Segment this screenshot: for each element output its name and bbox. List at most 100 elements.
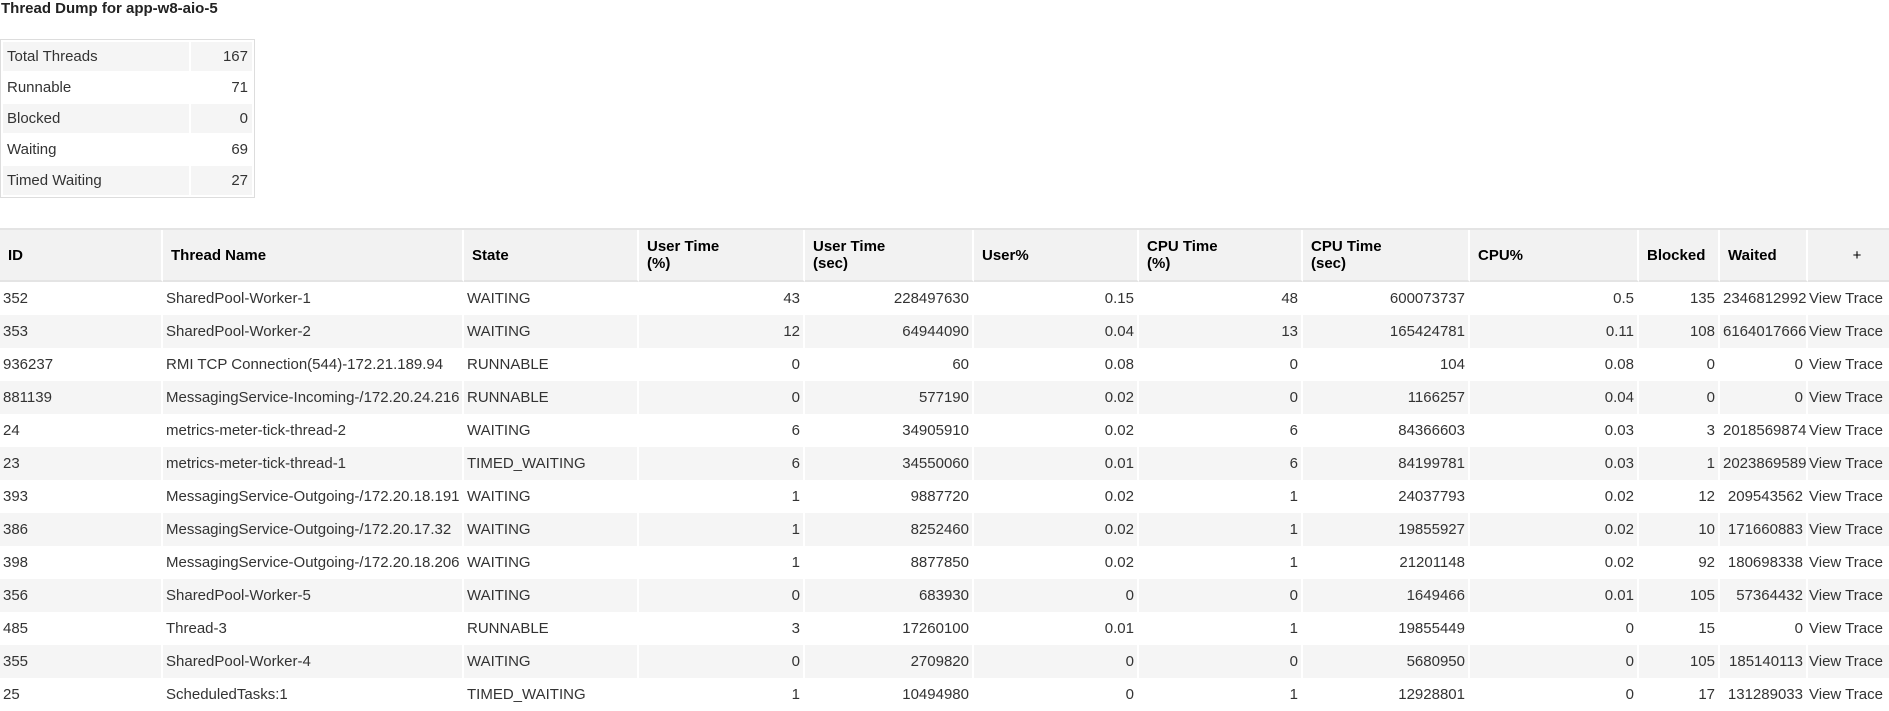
- view-trace-link[interactable]: View Trace: [1808, 381, 1889, 414]
- column-header-cpu-time-pct[interactable]: CPU Time (%): [1139, 230, 1303, 282]
- cell-waited: 57364432: [1720, 579, 1808, 612]
- summary-value: 27: [191, 166, 252, 195]
- view-trace-link[interactable]: View Trace: [1808, 612, 1889, 645]
- cell-thread-name: metrics-meter-tick-thread-2: [163, 414, 464, 447]
- cell-state: WAITING: [464, 315, 639, 348]
- cell-user-pct: 0.02: [974, 480, 1139, 513]
- cell-cpu-pct: 0.5: [1470, 282, 1639, 315]
- cell-cpu-time-pct: 0: [1139, 579, 1303, 612]
- view-trace-link[interactable]: View Trace: [1808, 546, 1889, 579]
- cell-thread-name: SharedPool-Worker-4: [163, 645, 464, 678]
- cell-user-pct: 0.01: [974, 612, 1139, 645]
- view-trace-link[interactable]: View Trace: [1808, 513, 1889, 546]
- table-row: 352 SharedPool-Worker-1 WAITING 43 228497630…: [0, 282, 1889, 315]
- view-trace-link[interactable]: View Trace: [1808, 315, 1889, 348]
- cell-user-time-sec: 64944090: [805, 315, 974, 348]
- cell-cpu-time-sec: 165424781: [1303, 315, 1470, 348]
- view-trace-link[interactable]: View Trace: [1808, 645, 1889, 678]
- cell-state: WAITING: [464, 282, 639, 315]
- column-header-cpu-time-sec[interactable]: CPU Time (sec): [1303, 230, 1470, 282]
- column-header-add-column[interactable]: +: [1808, 230, 1889, 282]
- cell-id: 398: [0, 546, 163, 579]
- view-trace-link[interactable]: View Trace: [1808, 282, 1889, 315]
- summary-label: Runnable: [7, 79, 72, 96]
- cell-user-pct: 0.15: [974, 282, 1139, 315]
- cell-waited: 180698338: [1720, 546, 1808, 579]
- table-row: 355 SharedPool-Worker-4 WAITING 0 2709820 0 0 5…: [0, 645, 1889, 678]
- column-header-id[interactable]: ID: [0, 230, 163, 282]
- table-row: 936237 RMI TCP Connection(544)-172.21.189…: [0, 348, 1889, 381]
- cell-cpu-time-sec: 600073737: [1303, 282, 1470, 315]
- cell-user-time-sec: 17260100: [805, 612, 974, 645]
- cell-cpu-pct: 0.03: [1470, 447, 1639, 480]
- column-header-cpu-pct[interactable]: CPU%: [1470, 230, 1639, 282]
- summary-label: Waiting: [7, 141, 57, 158]
- table-row: 398 MessagingService-Outgoing-/172.20.18.…: [0, 546, 1889, 579]
- cell-blocked: 10: [1639, 513, 1720, 546]
- cell-id: 352: [0, 282, 163, 315]
- cell-state: WAITING: [464, 480, 639, 513]
- cell-cpu-pct: 0.02: [1470, 480, 1639, 513]
- summary-label: Total Threads: [3, 42, 189, 71]
- cell-waited: 2023869589: [1720, 447, 1808, 480]
- cell-cpu-time-pct: 1: [1139, 678, 1303, 711]
- cell-user-time-sec: 9887720: [805, 480, 974, 513]
- cell-cpu-time-sec: 12928801: [1303, 678, 1470, 711]
- column-header-state[interactable]: State: [464, 230, 639, 282]
- cell-blocked: 92: [1639, 546, 1720, 579]
- cell-user-time-sec: 228497630: [805, 282, 974, 315]
- column-header-user-pct[interactable]: User%: [974, 230, 1139, 282]
- cell-user-pct: 0.02: [974, 513, 1139, 546]
- cell-id: 23: [0, 447, 163, 480]
- cell-thread-name: MessagingService-Incoming-/172.20.24.216: [163, 381, 464, 414]
- column-header-user-time-pct[interactable]: User Time (%): [639, 230, 805, 282]
- view-trace-link[interactable]: View Trace: [1808, 678, 1889, 711]
- table-row: 353 SharedPool-Worker-2 WAITING 12 64944090 0…: [0, 315, 1889, 348]
- summary-value: 0: [191, 104, 252, 133]
- cell-cpu-time-sec: 84199781: [1303, 447, 1470, 480]
- cell-user-pct: 0.02: [974, 381, 1139, 414]
- cell-user-time-sec: 8252460: [805, 513, 974, 546]
- cell-state: RUNNABLE: [464, 381, 639, 414]
- cell-cpu-pct: 0.03: [1470, 414, 1639, 447]
- cell-waited: 209543562: [1720, 480, 1808, 513]
- cell-state: TIMED_WAITING: [464, 447, 639, 480]
- table-row: 23 metrics-meter-tick-thread-1 TIMED_WAITI…: [0, 447, 1889, 480]
- view-trace-link[interactable]: View Trace: [1808, 447, 1889, 480]
- cell-user-time-pct: 12: [639, 315, 805, 348]
- summary-row: Runnable 71: [3, 73, 252, 102]
- cell-cpu-time-pct: 6: [1139, 447, 1303, 480]
- cell-user-pct: 0: [974, 579, 1139, 612]
- view-trace-link[interactable]: View Trace: [1808, 480, 1889, 513]
- cell-cpu-time-pct: 1: [1139, 612, 1303, 645]
- cell-user-time-sec: 683930: [805, 579, 974, 612]
- cell-user-time-sec: 8877850: [805, 546, 974, 579]
- summary-row: Total Threads 167: [3, 42, 252, 71]
- cell-cpu-time-sec: 21201148: [1303, 546, 1470, 579]
- cell-waited: 171660883: [1720, 513, 1808, 546]
- cell-id: 485: [0, 612, 163, 645]
- cell-user-time-sec: 577190: [805, 381, 974, 414]
- cell-waited: 0: [1720, 612, 1808, 645]
- cell-state: RUNNABLE: [464, 348, 639, 381]
- column-header-blocked[interactable]: Blocked: [1639, 230, 1720, 282]
- column-header-waited[interactable]: Waited: [1720, 230, 1808, 282]
- cell-user-time-pct: 0: [639, 381, 805, 414]
- cell-id: 936237: [0, 348, 163, 381]
- cell-id: 393: [0, 480, 163, 513]
- table-row: 485 Thread-3 RUNNABLE 3 17260100 0.01 1 1985544…: [0, 612, 1889, 645]
- cell-user-time-pct: 6: [639, 414, 805, 447]
- view-trace-link[interactable]: View Trace: [1808, 414, 1889, 447]
- column-header-thread-name[interactable]: Thread Name: [163, 230, 464, 282]
- cell-state: TIMED_WAITING: [464, 678, 639, 711]
- view-trace-link[interactable]: View Trace: [1808, 579, 1889, 612]
- column-header-user-time-sec[interactable]: User Time (sec): [805, 230, 974, 282]
- cell-blocked: 0: [1639, 381, 1720, 414]
- cell-user-pct: 0.04: [974, 315, 1139, 348]
- cell-blocked: 105: [1639, 579, 1720, 612]
- cell-cpu-time-sec: 5680950: [1303, 645, 1470, 678]
- cell-user-pct: 0.02: [974, 414, 1139, 447]
- view-trace-link[interactable]: View Trace: [1808, 348, 1889, 381]
- cell-id: 355: [0, 645, 163, 678]
- cell-user-pct: 0.01: [974, 447, 1139, 480]
